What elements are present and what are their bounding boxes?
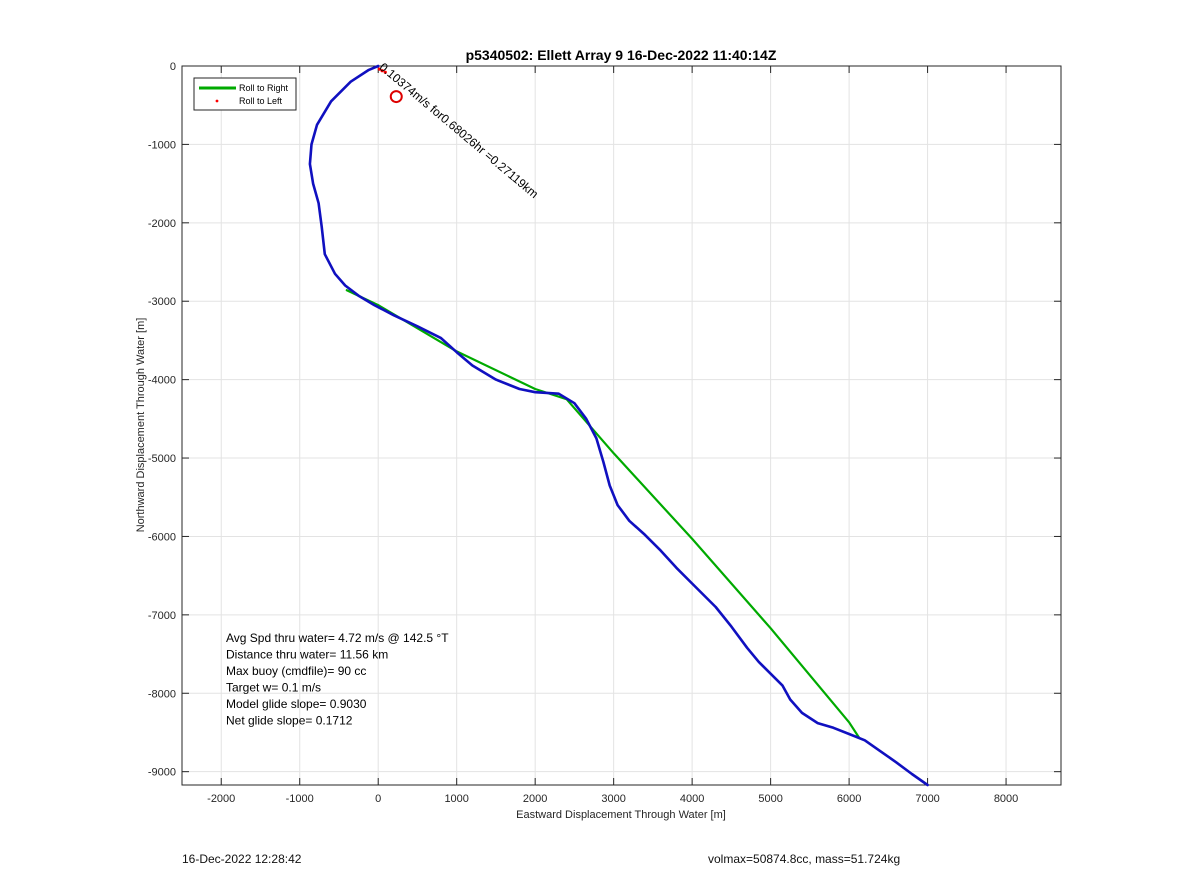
x-axis-label: Eastward Displacement Through Water [m] xyxy=(516,809,726,821)
y-tick-label: -7000 xyxy=(148,610,176,622)
target-circle-marker xyxy=(389,90,403,104)
stats-line: Model glide slope= 0.9030 xyxy=(226,697,367,711)
stats-box: Avg Spd thru water= 4.72 m/s @ 142.5 °T D… xyxy=(226,631,449,728)
y-tick-label: -2000 xyxy=(148,218,176,230)
x-tick-label: 0 xyxy=(375,793,381,805)
legend-box xyxy=(193,77,297,111)
y-tick-label: -4000 xyxy=(148,375,176,387)
legend: Roll to Right Roll to Left xyxy=(193,77,297,111)
roll-left-point xyxy=(377,67,381,71)
annotations: 0.10374m/s for0.68026hr =0.27119km xyxy=(377,60,541,201)
y-tick-label: -9000 xyxy=(148,767,176,779)
stats-line: Target w= 0.1 m/s xyxy=(226,681,321,695)
x-tick-label: 6000 xyxy=(837,793,861,805)
y-axis-label: Northward Displacement Through Water [m] xyxy=(135,318,147,533)
x-tick-label: 3000 xyxy=(601,793,625,805)
stats-line: Avg Spd thru water= 4.72 m/s @ 142.5 °T xyxy=(226,631,449,645)
roll-to-right-line xyxy=(345,289,861,740)
x-tick-label: -2000 xyxy=(207,793,235,805)
x-tick-label: 1000 xyxy=(444,793,468,805)
legend-roll-left-swatch xyxy=(215,99,219,103)
x-tick-label: 4000 xyxy=(680,793,704,805)
y-tick-label: -5000 xyxy=(148,453,176,465)
roll-left-point xyxy=(380,69,384,73)
x-tick-label: 5000 xyxy=(758,793,782,805)
series-layer xyxy=(308,64,929,787)
y-tick-label: -3000 xyxy=(148,296,176,308)
track-line xyxy=(308,64,929,787)
roll-left-point xyxy=(383,70,387,74)
y-tick-label: 0 xyxy=(170,61,176,73)
stats-line: Distance thru water= 11.56 km xyxy=(226,648,388,662)
legend-roll-right-label: Roll to Right xyxy=(239,83,289,93)
segment-annotation: 0.10374m/s for0.68026hr =0.27119km xyxy=(377,60,541,201)
y-tick-label: -6000 xyxy=(148,531,176,543)
x-tick-label: 2000 xyxy=(523,793,547,805)
x-tick-label: 7000 xyxy=(915,793,939,805)
x-tick-label: 8000 xyxy=(994,793,1018,805)
stats-line: Max buoy (cmdfile)= 90 cc xyxy=(226,664,366,678)
legend-roll-left-label: Roll to Left xyxy=(239,96,283,106)
footer-timestamp: 16-Dec-2022 12:28:42 xyxy=(182,852,302,866)
x-tick-label: -1000 xyxy=(286,793,314,805)
y-tick-label: -1000 xyxy=(148,139,176,151)
axes-frame xyxy=(181,65,1062,786)
axis-ticks: -2000 -1000 0 1000 2000 3000 4000 5000 6000 7000 8… xyxy=(148,61,1061,805)
footer-volmax-mass: volmax=50874.8cc, mass=51.724kg xyxy=(708,852,901,866)
y-tick-label: -8000 xyxy=(148,688,176,700)
chart-title: p5340502: Ellett Array 9 16-Dec-2022 11:… xyxy=(466,47,777,63)
stats-line: Net glide slope= 0.1712 xyxy=(226,714,353,728)
